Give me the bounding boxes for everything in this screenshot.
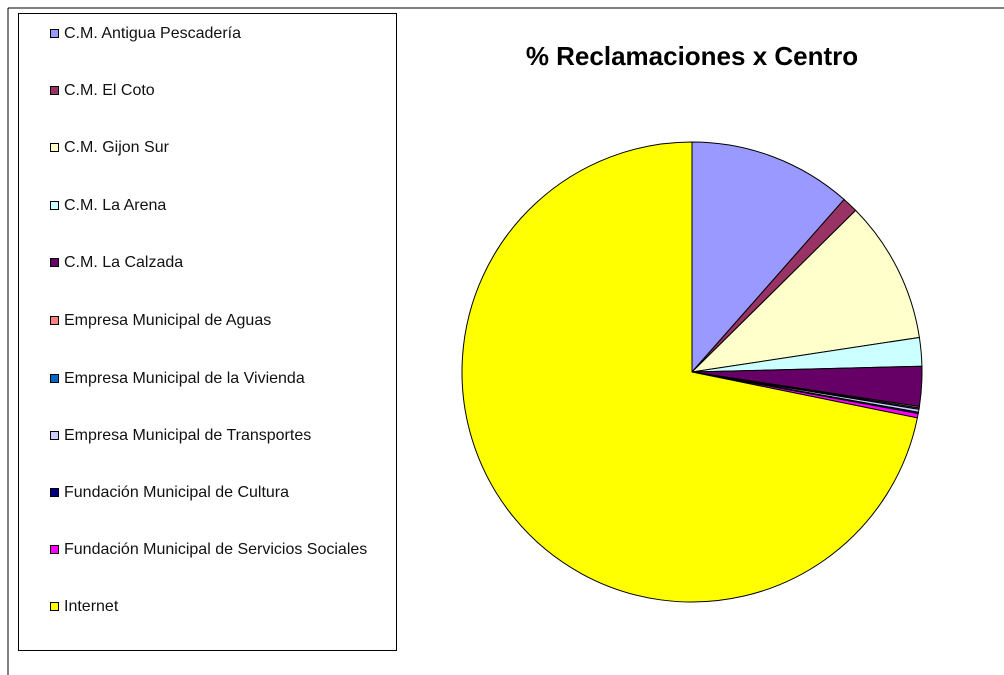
legend-item: Fundación Municipal de Cultura bbox=[50, 480, 374, 506]
legend-label: Fundación Municipal de Servicios Sociale… bbox=[64, 541, 368, 558]
legend-item: Internet bbox=[50, 594, 374, 620]
legend-swatch bbox=[50, 545, 59, 554]
legend-label: Empresa Municipal de Transportes bbox=[64, 427, 312, 444]
legend-item: Empresa Municipal de Aguas bbox=[50, 308, 374, 334]
legend-label: Empresa Municipal de la Vivienda bbox=[64, 370, 305, 387]
legend-label: C.M. El Coto bbox=[64, 82, 155, 99]
legend-label: Fundación Municipal de Cultura bbox=[64, 484, 290, 501]
legend-swatch bbox=[50, 488, 59, 497]
legend-item: Empresa Municipal de Transportes bbox=[50, 423, 374, 449]
chart-title: % Reclamaciones x Centro bbox=[526, 41, 858, 71]
legend-item: C.M. El Coto bbox=[50, 78, 374, 104]
legend-swatch bbox=[50, 602, 59, 611]
legend-swatch bbox=[50, 258, 59, 267]
legend-item: C.M. La Calzada bbox=[50, 250, 374, 276]
pie-slice bbox=[691, 141, 845, 374]
legend-label: Internet bbox=[64, 598, 119, 615]
pie-slice bbox=[690, 209, 920, 373]
legend-label: C.M. Antigua Pescadería bbox=[64, 25, 241, 42]
legend-swatch bbox=[50, 86, 59, 95]
legend-label: C.M. La Calzada bbox=[64, 254, 184, 271]
legend-label: C.M. Gijon Sur bbox=[64, 139, 169, 156]
legend-item: C.M. Gijon Sur bbox=[50, 135, 374, 161]
legend-item: C.M. Antigua Pescadería bbox=[50, 21, 374, 47]
legend-swatch bbox=[50, 316, 59, 325]
legend-item: Fundación Municipal de Servicios Sociale… bbox=[50, 537, 374, 563]
legend-swatch bbox=[50, 201, 59, 210]
legend-swatch bbox=[50, 431, 59, 440]
legend-swatch bbox=[50, 374, 59, 383]
legend-label: C.M. La Arena bbox=[64, 197, 167, 214]
legend-swatch bbox=[50, 29, 59, 38]
legend-item: C.M. La Arena bbox=[50, 193, 374, 219]
legend-swatch bbox=[50, 143, 59, 152]
legend: C.M. Antigua Pescadería C.M. El Coto C.M. … bbox=[18, 13, 397, 651]
pie-slice bbox=[461, 141, 918, 603]
legend-item: Empresa Municipal de la Vivienda bbox=[50, 366, 374, 392]
legend-label: Empresa Municipal de Aguas bbox=[64, 312, 272, 329]
